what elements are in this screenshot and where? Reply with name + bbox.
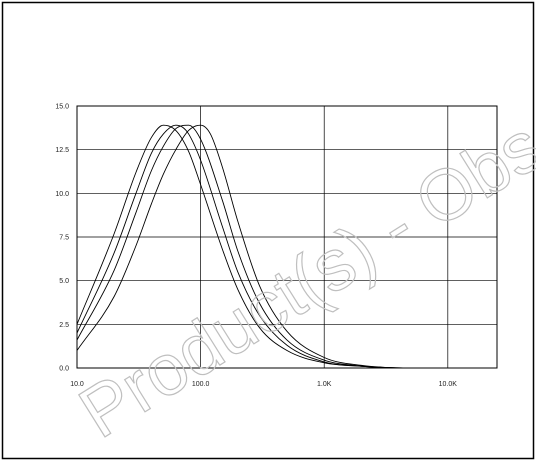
y-tick-label: 7.5	[59, 235, 69, 242]
chart-series	[76, 124, 497, 369]
x-tick-label: 1.0K	[317, 381, 332, 388]
y-tick-label: 5.0	[59, 278, 69, 285]
y-tick-label: 2.5	[59, 322, 69, 329]
series-line-4	[76, 124, 497, 369]
plot-area-frame	[76, 105, 498, 369]
x-tick-label: 100.0	[192, 381, 210, 388]
x-tick-label: 10.0	[70, 381, 84, 388]
y-tick-label: 12.5	[55, 147, 69, 154]
x-tick-label: 10.0K	[439, 381, 458, 388]
y-tick-label: 15.0	[55, 104, 69, 111]
y-tick-label: 0.0	[59, 366, 69, 373]
y-tick-label: 10.0	[55, 191, 69, 198]
chart-tick-labels: 0.0 2.5 5.0 7.5 10.0 12.5 15.0 10.0 100.0 1.0K 10.…	[55, 104, 457, 389]
